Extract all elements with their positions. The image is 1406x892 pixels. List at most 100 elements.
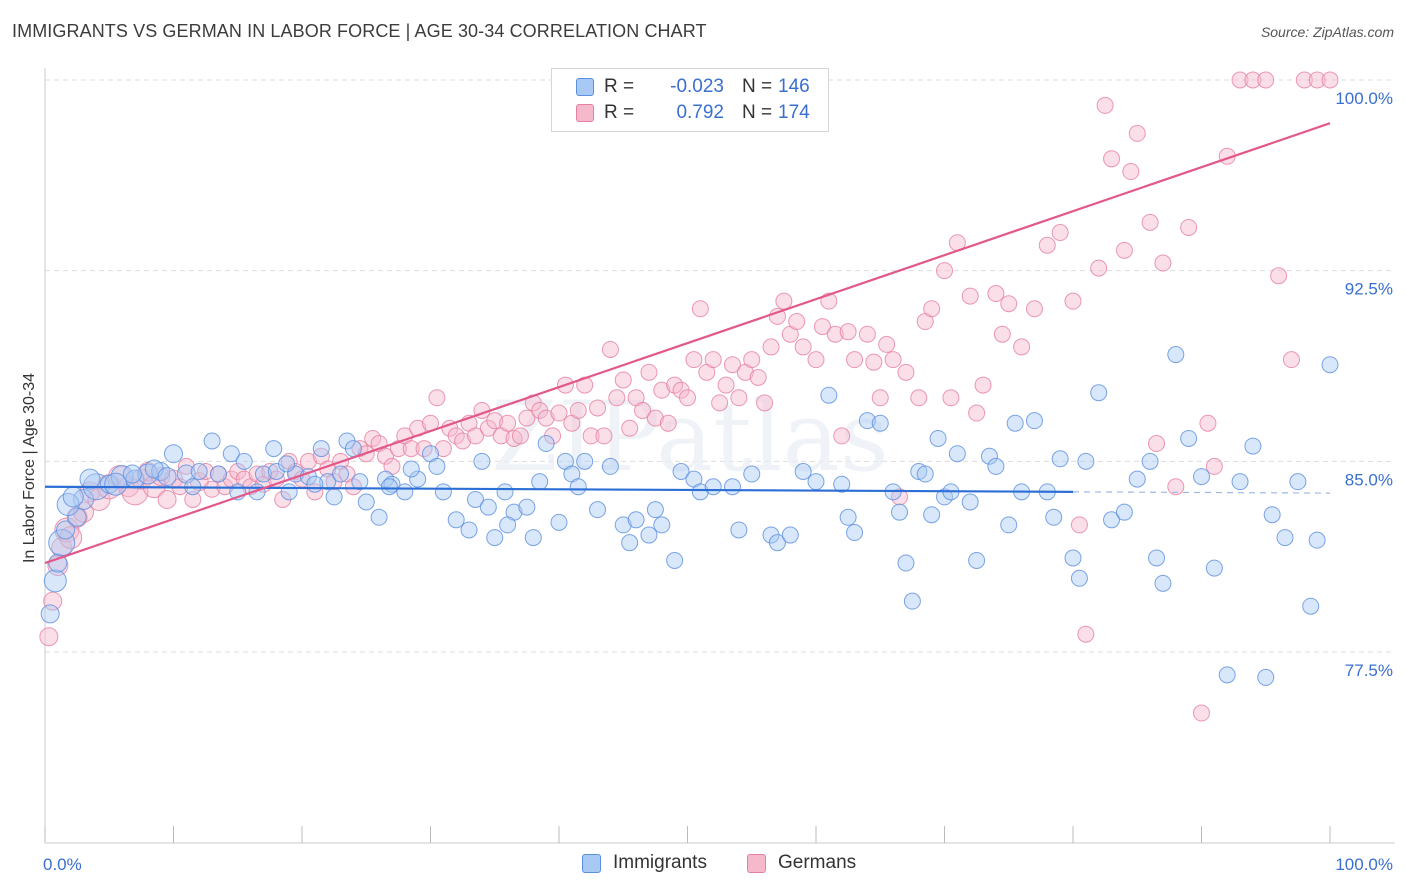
germans-point — [961, 287, 979, 305]
germans-point — [518, 409, 536, 427]
legend-item-immigrants: Immigrants — [582, 852, 707, 874]
y-axis-label: In Labor Force | Age 30-34 — [21, 372, 38, 564]
germans-point — [878, 335, 896, 353]
immigrants-point — [1231, 473, 1249, 491]
germans-point — [936, 262, 953, 280]
immigrants-point — [1070, 569, 1088, 587]
immigrants-point — [203, 432, 221, 450]
germans-point — [595, 427, 613, 445]
germans-point — [248, 465, 266, 483]
immigrants-point — [987, 457, 1005, 475]
immigrants-legend-swatch — [582, 853, 601, 873]
immigrants-point — [1193, 468, 1210, 486]
y-tick-label: 92.5% — [1345, 280, 1393, 299]
trend-lines — [44, 122, 1331, 565]
germans-point — [1103, 150, 1121, 168]
chart-title: IMMIGRANTS VS GERMAN IN LABOR FORCE | AG… — [12, 21, 707, 41]
germans-point — [1013, 338, 1031, 356]
n-label: N = — [742, 76, 773, 97]
legend-row-immigrants: R = -0.023 N = 146 — [576, 75, 810, 99]
germans-series — [39, 71, 1339, 722]
germans-point — [1038, 236, 1056, 254]
germans-point — [794, 338, 812, 356]
germans-point — [608, 389, 626, 407]
germans-point — [511, 427, 529, 445]
immigrants-point — [903, 592, 921, 610]
germans-point — [1128, 124, 1146, 142]
immigrants-point — [1090, 384, 1108, 402]
immigrants-point — [104, 472, 128, 496]
immigrants-point — [1051, 450, 1069, 468]
germans-point — [1282, 351, 1300, 369]
germans-point — [1231, 71, 1249, 89]
immigrants-point — [980, 447, 998, 465]
immigrants-point — [1308, 531, 1326, 549]
immigrants-point — [402, 460, 420, 478]
immigrants-point — [325, 488, 343, 506]
germans-point — [434, 440, 452, 458]
immigrants-point — [794, 463, 812, 481]
immigrants-point — [589, 501, 607, 519]
immigrants-point — [1103, 511, 1121, 529]
immigrants-point — [621, 534, 639, 552]
germans-point — [897, 363, 915, 381]
r-label: R = — [604, 102, 635, 123]
immigrants-point — [351, 473, 369, 491]
immigrants-swatch — [576, 78, 594, 96]
immigrants-point — [409, 470, 427, 488]
immigrants-point — [961, 493, 979, 511]
immigrants-point — [280, 483, 298, 501]
immigrants-point — [1128, 470, 1146, 488]
immigrants-point — [781, 526, 799, 544]
y-tick-label: 100.0% — [1335, 89, 1393, 108]
germans-point — [1321, 71, 1339, 89]
germans-point — [646, 409, 664, 427]
germans-point — [1051, 224, 1069, 242]
germans-point — [1141, 213, 1159, 231]
germans-point — [1180, 218, 1198, 236]
germans-point — [1244, 71, 1262, 89]
germans-point — [1154, 254, 1172, 272]
germans-point — [923, 300, 941, 318]
germans-point — [871, 389, 889, 407]
germans-point — [499, 414, 517, 432]
immigrants-point — [344, 440, 362, 458]
axes — [44, 68, 1395, 844]
immigrants-trend-extension — [1072, 491, 1331, 494]
germans-point — [1167, 478, 1185, 496]
immigrants-point — [948, 445, 966, 463]
germans-point — [582, 427, 600, 445]
immigrants-point — [370, 508, 388, 526]
immigrants-point — [923, 506, 941, 524]
immigrants-point — [332, 465, 350, 483]
tick-labels: 77.5% 85.0% 92.5% 100.0% 0.0% 100.0% — [43, 89, 1393, 874]
germans-point — [1070, 516, 1088, 534]
immigrants-point — [428, 457, 446, 475]
grid-lines — [45, 79, 1395, 653]
germans-point — [197, 463, 215, 481]
germans-point — [723, 356, 741, 374]
immigrants-point — [531, 473, 549, 491]
germans-point — [177, 457, 195, 475]
immigrants-point — [67, 507, 87, 527]
germans-point — [1257, 71, 1275, 89]
germans-point — [1199, 414, 1217, 432]
immigrants-point — [891, 503, 909, 521]
immigrants-point — [209, 465, 227, 483]
immigrants-point — [48, 553, 68, 573]
germans-point — [184, 490, 202, 508]
x-tick-label-min: 0.0% — [43, 855, 82, 874]
immigrants-point — [473, 452, 491, 470]
germans-point — [1096, 96, 1114, 114]
germans-point — [1000, 295, 1018, 313]
germans-point — [621, 419, 639, 437]
germans-point — [659, 414, 677, 432]
germans-point — [788, 313, 806, 331]
germans-point — [157, 489, 177, 509]
germans-point — [1077, 625, 1095, 643]
immigrants-point — [897, 554, 915, 572]
y-tick-label: 85.0% — [1345, 470, 1393, 489]
correlation-legend: R = -0.023 N = 146 R = 0.792 N = 174 — [551, 68, 829, 132]
germans-point — [768, 307, 786, 325]
